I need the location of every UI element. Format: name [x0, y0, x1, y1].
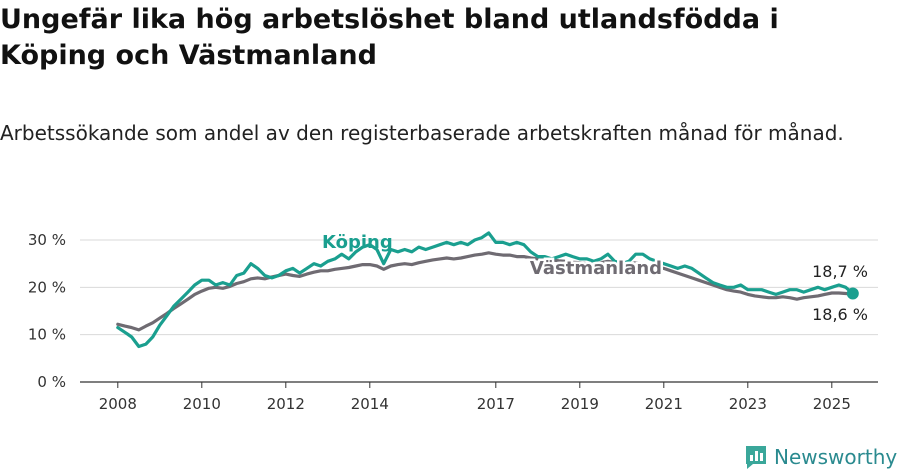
- x-tick-label: 2021: [645, 395, 683, 413]
- series-label-koping: Köping: [322, 232, 393, 253]
- x-tick-label: 2023: [729, 395, 767, 413]
- series-line-koping: [116, 231, 855, 349]
- y-tick-label: 10 %: [28, 326, 66, 344]
- x-tick-label: 2008: [99, 395, 137, 413]
- y-tick-label: 0 %: [37, 373, 66, 391]
- end-point-koping: [846, 287, 859, 300]
- chart-subtitle: Arbetssökande som andel av den registerb…: [0, 121, 844, 145]
- series-labels: Köping Västmanland 18,7 % 18,6 %: [322, 232, 868, 324]
- newsworthy-logo-icon: [746, 446, 766, 469]
- brand-name: Newsworthy: [774, 445, 898, 469]
- y-tick-label: 20 %: [28, 278, 66, 296]
- series-lines: [116, 231, 859, 349]
- x-tick-label: 2019: [561, 395, 599, 413]
- end-label-koping: 18,7 %: [812, 262, 868, 281]
- x-tick-label: 2017: [477, 395, 515, 413]
- x-tick-label: 2012: [267, 395, 305, 413]
- x-axis: 2008 2010 2012 2014 2017 2019 2021 2023 2025: [80, 381, 878, 413]
- end-label-vastmanland: 18,6 %: [812, 305, 868, 324]
- chart-title: Ungefär lika hög arbetslöshet bland utla…: [0, 4, 779, 71]
- series-line-vastmanland: [116, 251, 855, 332]
- x-tick-label: 2014: [351, 395, 389, 413]
- brand-logo[interactable]: Newsworthy: [744, 442, 897, 472]
- series-label-vastmanland: Västmanland: [530, 258, 662, 279]
- x-tick-label: 2010: [183, 395, 221, 413]
- y-axis: 0 % 10 % 20 % 30 %: [28, 231, 66, 391]
- x-tick-label: 2025: [813, 395, 851, 413]
- line-chart: 0 % 10 % 20 % 30 % 2008 2010 2012 2014 2017 2019…: [28, 231, 878, 413]
- y-tick-label: 30 %: [28, 231, 66, 249]
